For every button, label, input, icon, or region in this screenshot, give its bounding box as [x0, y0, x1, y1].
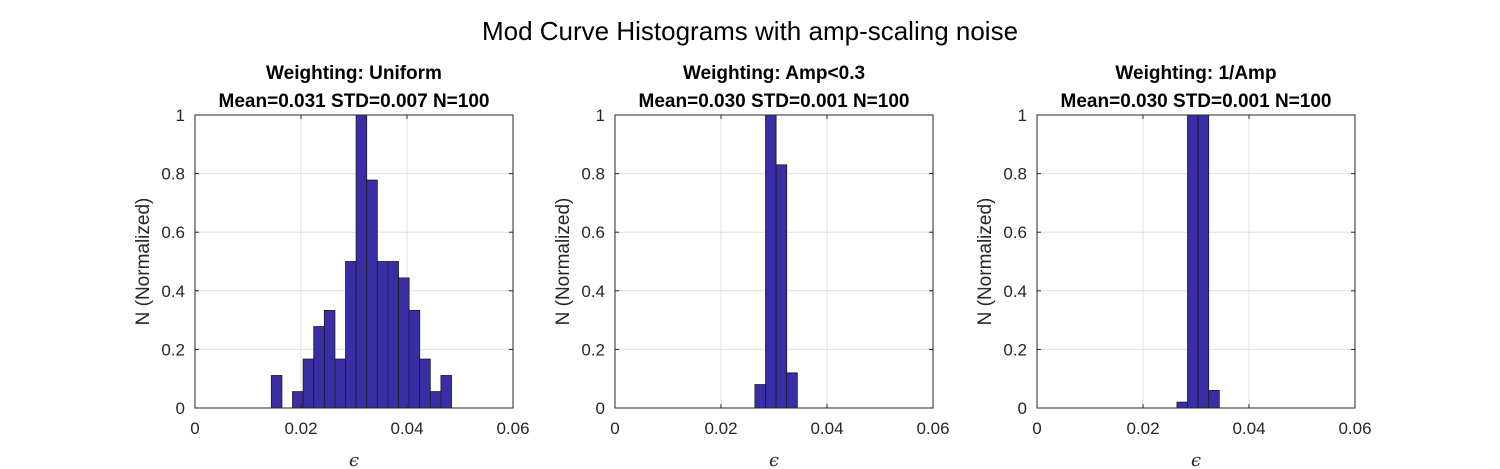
y-tick-label: 0.2	[581, 340, 605, 359]
x-tick-label: 0	[190, 419, 199, 438]
histogram-bar	[270, 375, 283, 409]
y-tick-label: 1	[596, 106, 605, 125]
x-tick-label: 0.06	[496, 419, 529, 438]
x-tick-label: 0.04	[810, 419, 843, 438]
panel-subtitle: Mean=0.030 STD=0.001 N=100	[639, 91, 910, 112]
y-tick-label: 1	[1018, 106, 1027, 125]
histogram-bar	[366, 179, 378, 409]
x-tick-label: 0.04	[390, 419, 423, 438]
histogram-bar	[775, 164, 788, 409]
x-tick-label: 0.06	[916, 419, 949, 438]
y-axis-label: N (Normalized)	[133, 198, 154, 326]
y-tick-label: 0.4	[581, 282, 605, 301]
histogram-panel-1: 0 0.02 0.04 0.06 0 0.2 0.4 0.6 0.8 1 Weighting: Un…	[133, 63, 530, 469]
histogram-bar	[302, 358, 315, 409]
histogram-bar	[334, 358, 346, 409]
histogram-bar	[786, 372, 798, 409]
histogram-bar	[345, 261, 357, 409]
histogram-bar	[408, 310, 421, 409]
y-tick-label: 0.6	[1003, 223, 1027, 242]
histogram-panel-2: 0 0.02 0.04 0.06 0 0.2 0.4 0.6 0.8 1 Weighting: Am…	[553, 63, 950, 469]
histogram-bar	[355, 114, 368, 409]
histogram-bar	[398, 277, 410, 409]
panel-subtitle: Mean=0.031 STD=0.007 N=100	[219, 91, 490, 112]
histogram-bar	[754, 384, 766, 409]
y-tick-label: 0	[176, 399, 185, 418]
y-tick-label: 0.6	[161, 223, 185, 242]
x-tick-label: 0.02	[284, 419, 317, 438]
y-tick-label: 0.4	[161, 282, 185, 301]
axes-layer: 0 0.02 0.04 0.06 0 0.2 0.4 0.6 0.8 1 Weighting: Un…	[133, 63, 1372, 469]
axes-box	[194, 114, 514, 409]
histogram-bar	[1187, 114, 1199, 409]
y-axis-label: N (Normalized)	[975, 198, 996, 326]
histogram-bar	[1176, 401, 1188, 409]
y-tick-label: 0	[596, 399, 605, 418]
y-tick-label: 1	[176, 106, 185, 125]
x-tick-label: 0.02	[1126, 419, 1159, 438]
histogram-bar	[429, 391, 442, 409]
x-tick-label: 0.04	[1232, 419, 1265, 438]
x-tick-label: 0	[610, 419, 619, 438]
histogram-bar	[440, 375, 452, 409]
histogram-panel-3: 0 0.02 0.04 0.06 0 0.2 0.4 0.6 0.8 1 Weighting: 1/…	[975, 63, 1372, 469]
axes-box	[1036, 114, 1356, 409]
y-tick-label: 0.2	[161, 340, 185, 359]
y-tick-label: 0	[1018, 399, 1027, 418]
y-tick-label: 0.6	[581, 223, 605, 242]
panel-title: Weighting: Uniform	[266, 63, 442, 84]
x-axis-label: ϵ	[769, 450, 779, 469]
y-tick-label: 0.8	[1003, 165, 1027, 184]
histogram-bar	[323, 310, 336, 409]
histogram-bar	[765, 114, 777, 409]
histogram-bar	[419, 358, 431, 409]
histogram-bar	[1208, 390, 1220, 409]
figure-title: Mod Curve Histograms with amp-scaling no…	[482, 16, 1018, 46]
y-axis-label: N (Normalized)	[553, 198, 574, 326]
histogram-bar	[376, 261, 389, 409]
y-tick-label: 0.2	[1003, 340, 1027, 359]
x-axis-label: ϵ	[349, 450, 359, 469]
axes-box	[614, 114, 934, 409]
panel-title: Weighting: 1/Amp	[1115, 63, 1276, 84]
x-tick-label: 0	[1032, 419, 1041, 438]
x-tick-label: 0.06	[1338, 419, 1371, 438]
histogram-bar	[292, 391, 304, 409]
x-axis-label: ϵ	[1191, 450, 1201, 469]
panel-subtitle: Mean=0.030 STD=0.001 N=100	[1061, 91, 1332, 112]
histogram-bar	[1197, 114, 1210, 409]
x-tick-label: 0.02	[704, 419, 737, 438]
y-tick-label: 0.8	[581, 165, 605, 184]
y-tick-label: 0.4	[1003, 282, 1027, 301]
histogram-bar	[387, 261, 399, 409]
y-tick-label: 0.8	[161, 165, 185, 184]
histogram-bar	[313, 326, 325, 409]
panel-title: Weighting: Amp<0.3	[683, 63, 865, 84]
